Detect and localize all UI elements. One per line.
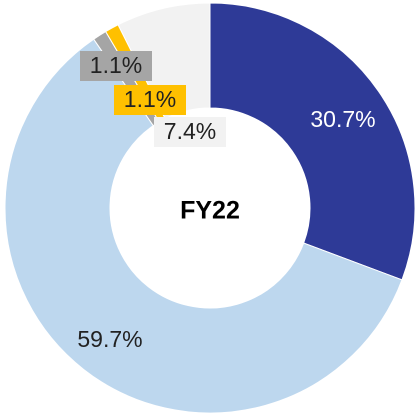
data-label: 1.1%	[90, 52, 142, 78]
data-label: 59.7%	[77, 326, 142, 352]
donut-slice	[209, 2, 416, 281]
data-label: 30.7%	[310, 106, 375, 132]
label-box	[114, 85, 186, 115]
chart-title: FY22	[180, 197, 240, 225]
label-box	[80, 51, 152, 81]
data-labels: 30.7% 59.7% 1.1% 1.1% 7.4%	[77, 51, 376, 352]
label-box	[154, 117, 226, 147]
data-label: 7.4%	[164, 118, 216, 144]
data-label: 1.1%	[124, 86, 176, 112]
donut-slice	[4, 38, 403, 414]
